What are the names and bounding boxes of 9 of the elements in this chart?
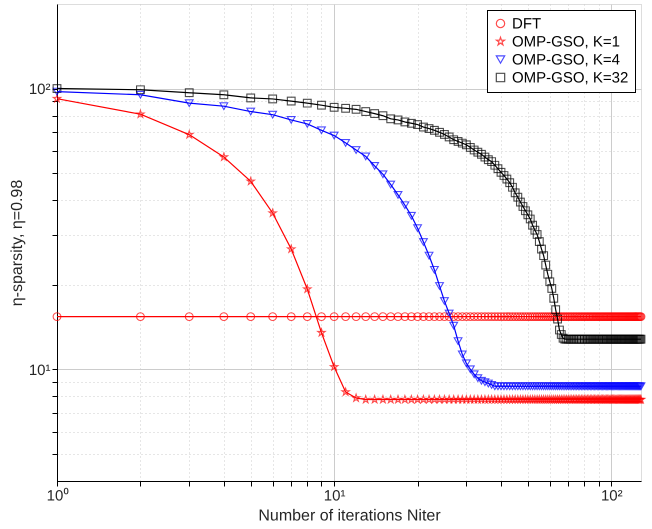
- legend-label: OMP-GSO, K=4: [512, 52, 620, 68]
- x-axis-title: Number of iterations Niter: [258, 508, 442, 524]
- y-axis-title: η-sparsity, η=0.98: [8, 180, 26, 306]
- x-tick-label: 10¹: [324, 488, 346, 504]
- x-tick-label: 10²: [600, 488, 623, 504]
- x-tick-label: 10⁰: [46, 488, 68, 504]
- legend-label: OMP-GSO, K=1: [512, 34, 620, 50]
- legend-label: DFT: [512, 16, 542, 32]
- legend-label: OMP-GSO, K=32: [512, 70, 628, 86]
